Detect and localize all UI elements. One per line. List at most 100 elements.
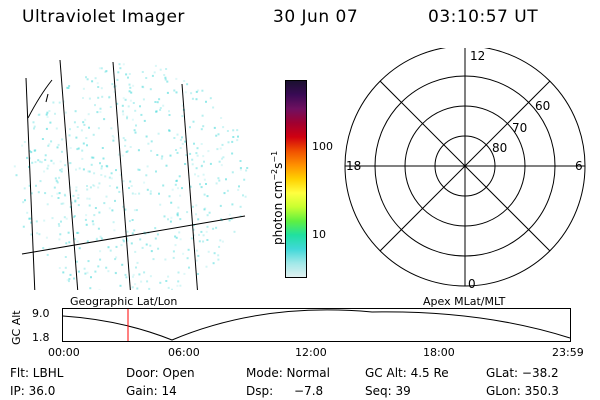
emission-speck (115, 245, 118, 248)
emission-speck (220, 164, 223, 167)
emission-speck (124, 273, 127, 276)
emission-speck (132, 84, 135, 87)
emission-speck (179, 284, 182, 287)
mlt-12-label: 12 (470, 49, 485, 63)
emission-speck (231, 203, 234, 206)
emission-speck (175, 236, 178, 239)
emission-speck (159, 68, 162, 71)
lon-line (59, 59, 79, 290)
emission-speck (195, 259, 198, 262)
emission-speck (23, 141, 26, 143)
emission-speck (57, 223, 60, 226)
emission-speck (33, 125, 36, 128)
emission-speck (58, 192, 61, 195)
emission-speck (184, 91, 187, 94)
emission-speck (159, 281, 162, 284)
emission-speck (76, 148, 79, 151)
emission-speck (143, 271, 146, 274)
emission-speck (219, 204, 222, 207)
emission-speck (93, 172, 96, 175)
emission-speck (218, 245, 221, 248)
emission-speck (171, 288, 173, 290)
emission-speck (73, 215, 76, 217)
emission-speck (53, 186, 56, 189)
emission-speck (202, 155, 205, 158)
emission-speck (176, 213, 179, 216)
emission-speck (33, 127, 35, 130)
emission-speck (105, 164, 108, 167)
emission-speck (97, 127, 100, 130)
emission-speck (227, 141, 230, 144)
emission-speck (99, 107, 102, 110)
emission-speck (165, 280, 168, 282)
emission-speck (200, 186, 203, 189)
emission-speck (77, 193, 80, 196)
emission-speck (197, 89, 200, 92)
emission-speck (100, 165, 103, 168)
emission-speck (202, 240, 205, 243)
emission-speck (142, 98, 145, 101)
emission-speck (154, 64, 157, 67)
emission-speck (179, 138, 182, 141)
ip-status: IP: 36.0 (10, 384, 56, 398)
emission-speck (108, 207, 111, 210)
emission-speck (88, 126, 90, 129)
emission-speck (44, 158, 47, 161)
emission-speck (159, 108, 162, 111)
emission-speck (192, 205, 194, 208)
emission-speck (21, 144, 24, 147)
emission-speck (114, 272, 117, 275)
emission-speck (111, 135, 114, 137)
emission-speck (149, 88, 152, 91)
polar-plot: 12 18 6 0 60 70 80 (344, 48, 586, 291)
emission-speck (204, 207, 207, 210)
emission-speck (156, 233, 159, 236)
emission-speck (47, 144, 50, 147)
x-tick-0600: 06:00 (168, 346, 200, 359)
emission-speck (145, 243, 148, 246)
emission-speck (120, 244, 123, 247)
emission-speck (206, 214, 209, 217)
emission-speck (175, 179, 178, 182)
emission-speck (68, 85, 71, 88)
emission-speck (179, 194, 182, 197)
altitude-frame (62, 308, 571, 342)
emission-speck (67, 87, 70, 89)
emission-speck (77, 197, 80, 200)
emission-speck (92, 133, 95, 136)
emission-speck (146, 165, 149, 168)
emission-speck (46, 111, 49, 114)
emission-speck (131, 192, 134, 195)
emission-speck (232, 136, 235, 138)
emission-speck (166, 91, 169, 94)
emission-speck (23, 187, 26, 190)
emission-speck (105, 70, 108, 73)
emission-speck (83, 267, 86, 270)
emission-speck (104, 175, 107, 178)
emission-speck (149, 275, 152, 278)
emission-speck (85, 137, 88, 139)
emission-speck (62, 202, 65, 205)
emission-speck (176, 133, 179, 136)
emission-speck (174, 235, 177, 238)
emission-speck (209, 97, 212, 100)
emission-speck (24, 199, 26, 202)
emission-speck (75, 186, 78, 189)
emission-speck (170, 216, 173, 219)
emission-speck (142, 86, 145, 89)
emission-speck (41, 138, 44, 140)
emission-speck (158, 192, 160, 195)
emission-speck (191, 97, 194, 100)
emission-speck (228, 213, 231, 216)
emission-speck (118, 190, 121, 193)
emission-speck (114, 199, 116, 202)
emission-speck (114, 85, 117, 88)
geographic-image (13, 59, 249, 290)
emission-speck (55, 179, 58, 182)
emission-speck (195, 98, 198, 101)
emission-speck (76, 126, 79, 128)
emission-speck (111, 209, 114, 212)
emission-speck (108, 176, 111, 179)
emission-speck (146, 188, 149, 191)
emission-speck (200, 230, 203, 233)
